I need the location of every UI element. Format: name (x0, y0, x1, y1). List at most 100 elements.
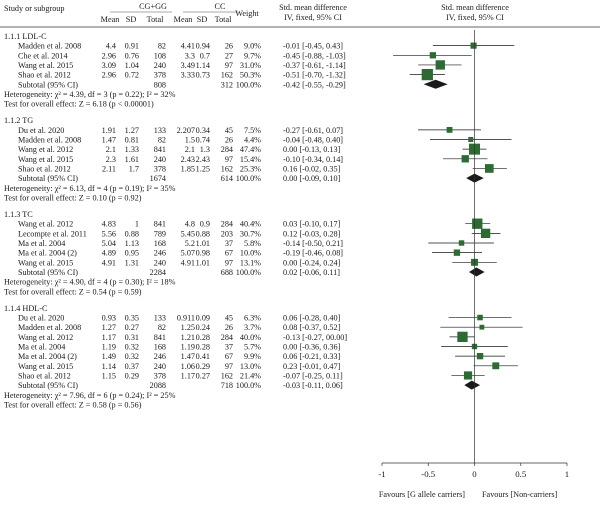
study-name: Madden et al. 2008 (18, 323, 81, 332)
heterogeneity-text: Heterogeneity: χ² = 7.96, df = 6 (p = 0.… (4, 391, 176, 400)
study-total2: 97 (225, 155, 233, 164)
study-mean1: 2.96 (102, 51, 116, 60)
study-total2: 284 (221, 145, 233, 154)
study-total1: 168 (154, 239, 166, 248)
study-ci: 0.08 [-0.37, 0.52] (283, 323, 341, 332)
study-sd1: 1.04 (125, 61, 139, 70)
study-mean2: 3.49 (181, 61, 195, 70)
study-mean1: 4.4 (106, 42, 116, 51)
estimate-square (484, 164, 494, 173)
header-plot-line1: Std. mean difference (441, 3, 509, 12)
study-total2: 67 (225, 352, 233, 361)
study-mean2: 1.19 (181, 343, 195, 352)
subtotal-weight: 100.0% (236, 268, 261, 277)
study-mean2: 3.3 (185, 51, 195, 60)
study-sd1: 1 (135, 220, 139, 229)
study-mean1: 4.89 (102, 249, 116, 258)
study-ci: -0.14 [-0.50, 0.21] (283, 239, 343, 248)
study-sd2: 0.94 (196, 42, 210, 51)
study-name: Madden et al. 2008 (18, 136, 81, 145)
study-weight: 50.3% (240, 71, 261, 80)
study-sd1: 0.76 (125, 51, 139, 60)
subtotal-label: Subtotal (95% CI) (18, 80, 78, 89)
study-mean1: 1.14 (102, 362, 116, 371)
study-total2: 97 (225, 258, 233, 267)
study-weight: 31.0% (240, 61, 261, 70)
study-sd2: 0.7 (200, 51, 210, 60)
header-total1: Total (147, 15, 164, 24)
study-mean1: 1.49 (102, 352, 116, 361)
subtotal-ci: -0.42 [-0.55, -0.29] (283, 80, 346, 89)
study-weight: 5.8% (244, 239, 261, 248)
subtotal-ci: -0.03 [-0.11, 0.06] (283, 381, 343, 390)
study-mean2: 1.21 (181, 333, 195, 342)
study-sd2: 0.73 (196, 71, 210, 80)
study-weight: 13.1% (240, 258, 261, 267)
study-sd2: 0.28 (196, 343, 210, 352)
study-weight: 40.0% (240, 333, 261, 342)
study-name: Ma et al. 2004 (2) (18, 352, 77, 361)
subtotal-total2: 718 (221, 381, 233, 390)
study-total2: 203 (221, 229, 233, 238)
subtotal-label: Subtotal (95% CI) (18, 381, 78, 390)
study-total1: 82 (158, 136, 166, 145)
study-weight: 10.0% (240, 249, 261, 258)
overall-effect-text: Test for overall effect: Z = 6.18 (p < 0… (4, 100, 154, 109)
study-ci: -0.13 [-0.27, 00.00] (283, 333, 347, 342)
study-weight: 4.4% (244, 136, 261, 145)
study-mean1: 4.83 (102, 220, 116, 229)
study-mean2: 4.41 (181, 42, 195, 51)
estimate-square (446, 126, 453, 133)
subtotal-total1: 2284 (150, 268, 166, 277)
study-sd2: 0.88 (196, 229, 210, 238)
study-total1: 240 (154, 61, 166, 70)
study-mean1: 3.09 (102, 61, 116, 70)
x-tick-label: 1 (565, 469, 569, 479)
study-sd2: 0.28 (196, 333, 210, 342)
study-sd1: 0.27 (125, 323, 139, 332)
study-sd1: 1.61 (125, 155, 139, 164)
study-weight: 15.4% (240, 155, 261, 164)
study-mean1: 1.19 (102, 343, 116, 352)
study-total1: 246 (154, 249, 166, 258)
subtotal-diamond (464, 380, 481, 390)
study-mean1: 5.56 (102, 229, 116, 238)
study-ci: 0.06 [-0.28, 0.40] (283, 314, 341, 323)
study-weight: 47.4% (240, 145, 261, 154)
header-mean1: Mean (101, 15, 120, 24)
x-tick-label: 0.5 (515, 469, 527, 479)
study-sd1: 0.31 (125, 333, 139, 342)
study-sd2: 1.25 (196, 164, 210, 173)
study-sd1: 1.33 (125, 145, 139, 154)
subtotal-diamond (423, 79, 448, 89)
subtotal-total2: 614 (221, 174, 233, 183)
study-ci: 0.23 [-0.01, 0.47] (283, 362, 341, 371)
study-ci: -0.27 [-0.61, 0.07] (283, 126, 343, 135)
study-total2: 37 (225, 239, 233, 248)
header-total2: Total (215, 15, 232, 24)
x-tick-label: 0 (472, 469, 477, 479)
study-mean1: 5.04 (102, 239, 116, 248)
study-sd1: 0.95 (125, 249, 139, 258)
study-name: Shao et al. 2012 (18, 164, 71, 173)
study-mean2: 4.91 (181, 258, 195, 267)
study-sd2: 0.34 (196, 126, 210, 135)
study-sd1: 0.88 (125, 229, 139, 238)
estimate-square (492, 362, 500, 370)
header-sd2: SD (197, 15, 208, 24)
study-mean1: 2.1 (106, 145, 116, 154)
study-total1: 378 (154, 371, 166, 380)
header-plot-line2: IV, fixed, 95% CI (446, 13, 504, 22)
study-ci: 0.16 [-0.02, 0.35] (283, 164, 341, 173)
study-mean1: 1.27 (102, 323, 116, 332)
study-total1: 240 (154, 258, 166, 267)
study-weight: 9.9% (244, 352, 261, 361)
study-weight: 9.0% (244, 42, 261, 51)
favours-left-label: Favours [G allele carriers] (379, 490, 465, 499)
study-weight: 6.3% (244, 314, 261, 323)
study-mean2: 1.06 (181, 362, 195, 371)
study-weight: 40.4% (240, 220, 261, 229)
study-total1: 133 (154, 126, 166, 135)
subgroup-title: 1.1.3 TC (4, 210, 33, 219)
subtotal-weight: 100.0% (236, 80, 261, 89)
